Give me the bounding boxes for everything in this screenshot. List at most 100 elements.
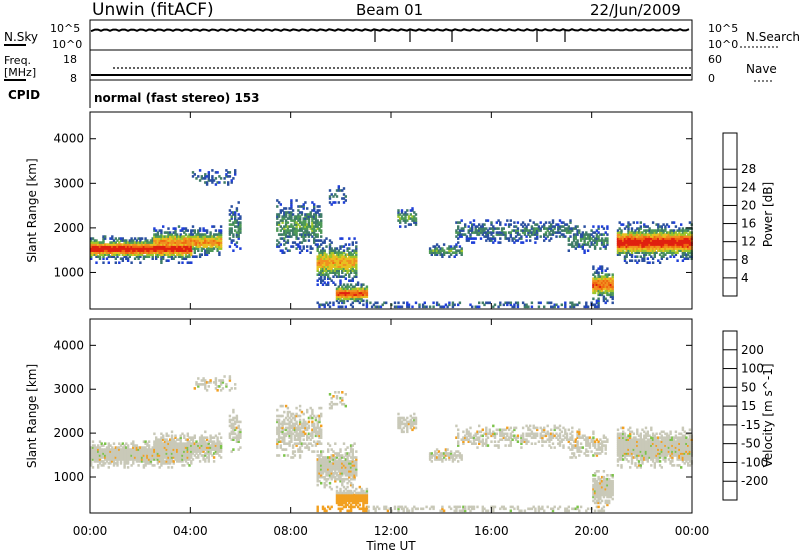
echo-cell — [193, 239, 196, 242]
echo-cell — [597, 275, 600, 278]
echo-cell — [111, 253, 114, 256]
echo-cell — [163, 438, 167, 441]
echo-cell — [648, 227, 651, 230]
echo-cell — [351, 505, 354, 509]
echo-cell — [348, 470, 351, 473]
echo-cell — [123, 243, 126, 246]
echo-cell — [335, 501, 339, 505]
echo-cell — [632, 239, 635, 242]
echo-cell — [207, 458, 210, 461]
echo-cell — [316, 211, 319, 214]
echo-cell — [284, 221, 288, 224]
echo-cell — [109, 460, 112, 463]
echo-cell — [97, 452, 100, 455]
echo-cell — [604, 273, 607, 276]
echo-cell — [330, 470, 333, 473]
echo-cell — [169, 243, 172, 246]
echo-cell — [98, 255, 102, 258]
echo-cell — [184, 245, 188, 248]
echo-cell — [565, 231, 569, 234]
echo-cell — [348, 269, 351, 272]
echo-cell — [123, 466, 126, 469]
echo-cell — [558, 231, 562, 234]
echo-cell — [314, 217, 318, 220]
echo-cell — [407, 509, 411, 513]
echo-cell — [339, 460, 342, 463]
echo-cell — [93, 444, 96, 447]
echo-cell — [507, 225, 511, 228]
echo-cell — [346, 299, 349, 303]
echo-cell — [339, 475, 342, 479]
echo-cell — [360, 291, 363, 295]
echo-cell — [163, 442, 167, 445]
echo-cell — [123, 255, 126, 258]
echo-cell — [608, 289, 611, 293]
echo-cell — [342, 460, 346, 463]
echo-cell — [228, 245, 232, 248]
echo-cell — [320, 412, 323, 416]
echo-cell — [313, 428, 316, 432]
echo-cell — [458, 249, 462, 252]
echo-cell — [219, 444, 223, 447]
echo-cell — [339, 283, 342, 286]
echo-cell — [212, 460, 216, 463]
echo-cell — [112, 448, 116, 451]
echo-cell — [163, 241, 167, 244]
echo-cell — [151, 247, 154, 250]
echo-cell — [671, 247, 674, 250]
echo-cell — [234, 219, 237, 222]
echo-cell — [358, 503, 361, 507]
echo-cell — [342, 499, 346, 503]
echo-cell — [174, 241, 177, 244]
echo-cell — [140, 450, 144, 453]
echo-cell — [537, 225, 541, 228]
echo-cell — [499, 233, 502, 236]
echo-cell — [407, 420, 411, 424]
echo-cell — [639, 231, 642, 234]
echo-cell — [606, 279, 609, 282]
echo-cell — [309, 233, 312, 236]
echo-cell — [177, 249, 181, 252]
echo-cell — [232, 213, 235, 216]
echo-cell — [351, 265, 354, 268]
echo-cell — [406, 303, 409, 307]
echo-cell — [681, 253, 685, 256]
echo-cell — [341, 460, 344, 463]
echo-cell — [286, 442, 290, 445]
echo-cell — [451, 303, 455, 307]
echo-cell — [235, 414, 239, 418]
echo-cell — [193, 436, 196, 439]
echo-cell — [169, 255, 172, 258]
echo-cell — [593, 283, 597, 286]
echo-cell — [283, 422, 286, 426]
echo-cell — [620, 251, 623, 254]
echo-cell — [657, 229, 660, 232]
echo-cell — [680, 223, 683, 226]
echo-cell — [678, 233, 681, 236]
echo-cell — [190, 460, 193, 463]
echo-cell — [151, 456, 154, 459]
echo-cell — [290, 434, 293, 438]
echo-cell — [167, 259, 170, 262]
echo-cell — [625, 243, 628, 246]
echo-cell — [348, 452, 351, 455]
echo-cell — [306, 446, 309, 449]
echo-cell — [149, 239, 153, 242]
echo-cell — [630, 247, 634, 250]
echo-cell — [527, 231, 530, 234]
echo-cell — [595, 287, 599, 291]
echo-cell — [402, 219, 405, 222]
echo-cell — [304, 233, 307, 236]
echo-cell — [90, 454, 93, 457]
echo-cell — [465, 239, 469, 242]
echo-cell — [286, 410, 290, 414]
echo-cell — [330, 475, 333, 479]
echo-cell — [167, 448, 170, 451]
echo-cell — [197, 450, 200, 453]
echo-cell — [183, 231, 186, 234]
echo-cell — [342, 491, 346, 495]
echo-cell — [114, 446, 117, 449]
echo-cell — [298, 205, 302, 208]
echo-cell — [179, 253, 182, 256]
echo-cell — [177, 255, 181, 258]
